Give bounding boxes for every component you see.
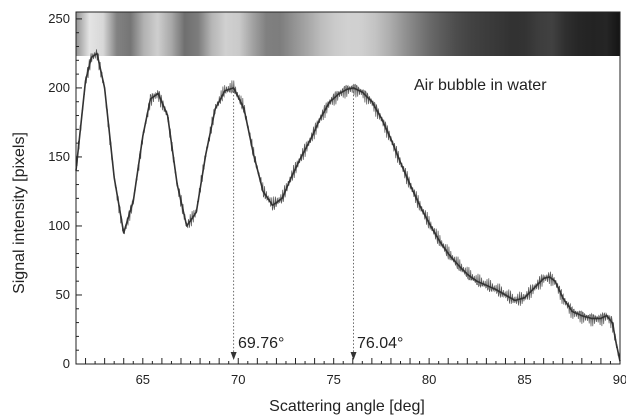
x-tick-label: 65 (136, 372, 150, 387)
annotation-angle-2: 76.04° (357, 335, 403, 352)
y-axis-ticks: 0 50 100 150 200 250 (48, 11, 82, 371)
y-tick-label: 200 (48, 80, 70, 95)
x-tick-label: 90 (613, 372, 626, 387)
y-tick-label: 50 (56, 287, 70, 302)
chart-annotation-title: Air bubble in water (414, 77, 547, 94)
x-axis-ticks: 65 70 75 80 85 90 (75, 358, 626, 387)
smoothed-signal-line (75, 52, 621, 362)
x-tick-label: 70 (231, 372, 245, 387)
raw-signal-line (75, 49, 621, 365)
angle-marker-lines (230, 87, 357, 360)
y-tick-label: 150 (48, 149, 70, 164)
fringe-band-rect (76, 12, 620, 56)
x-tick-label: 85 (517, 372, 531, 387)
x-tick-label: 80 (422, 372, 436, 387)
scattering-fringe-image (76, 12, 620, 56)
plot-frame (75, 11, 621, 365)
data-series (75, 49, 621, 365)
x-tick-label: 75 (326, 372, 340, 387)
y-axis-label: Signal intensity [pixels] (11, 132, 28, 294)
angle-marker-arrow (350, 352, 357, 360)
y-tick-label: 100 (48, 218, 70, 233)
y-tick-label: 0 (63, 356, 70, 371)
annotation-angle-1: 69.76° (238, 335, 284, 352)
x-axis-label: Scattering angle [deg] (269, 398, 425, 415)
angle-marker-arrow (230, 352, 237, 360)
y-tick-label: 250 (48, 11, 70, 26)
